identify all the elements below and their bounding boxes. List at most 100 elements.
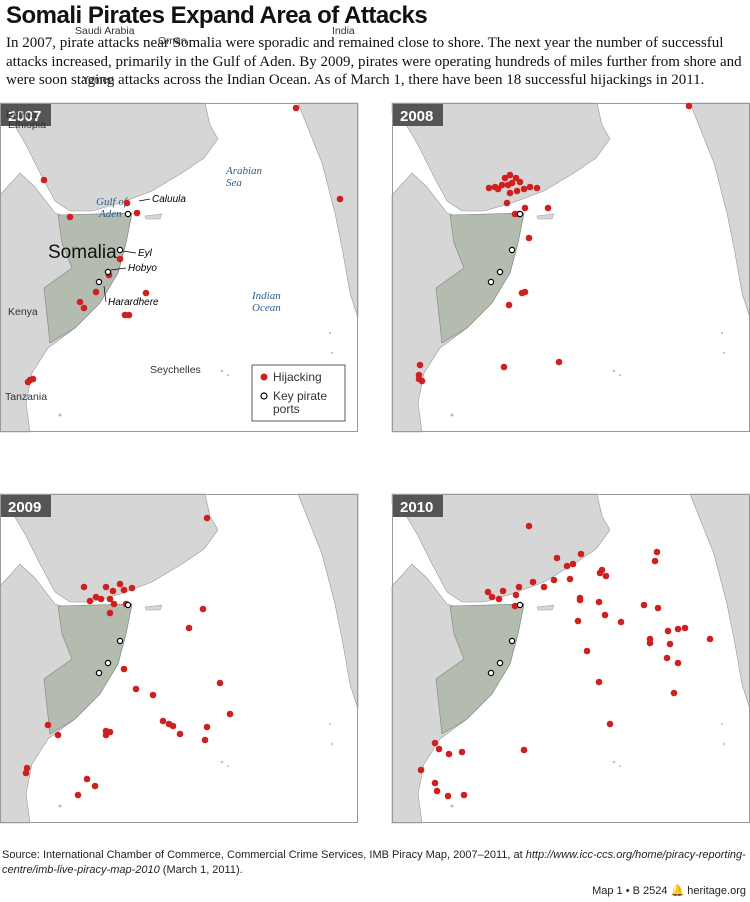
hijacking-dot bbox=[92, 288, 100, 296]
year-badge bbox=[1, 104, 51, 126]
year-label: 2010 bbox=[400, 499, 433, 516]
hijacking-dot bbox=[23, 764, 31, 772]
hijacking-dot bbox=[512, 174, 520, 182]
hijacking-dot bbox=[91, 782, 99, 790]
hijacking-dot bbox=[199, 605, 207, 613]
port-marker bbox=[487, 278, 495, 286]
year-badge bbox=[1, 495, 51, 517]
hijacking-dot bbox=[651, 557, 659, 565]
hijacking-dot bbox=[576, 594, 584, 602]
source-text: International Chamber of Commerce, Comme… bbox=[42, 849, 523, 861]
port-marker bbox=[516, 601, 524, 609]
sea-label: Indian bbox=[251, 290, 281, 302]
hijacking-dot bbox=[203, 723, 211, 731]
hijacking-dot bbox=[485, 184, 493, 192]
hijacking-dot bbox=[110, 600, 118, 608]
hijacking-dot bbox=[336, 195, 344, 203]
hijacking-dot bbox=[646, 639, 654, 647]
hijacking-dot bbox=[29, 375, 37, 383]
port-marker bbox=[104, 268, 112, 276]
hijacking-dot bbox=[498, 181, 506, 189]
year-label: 2007 bbox=[8, 108, 41, 125]
source: Source: International Chamber of Commerc… bbox=[2, 848, 747, 878]
place-label: Oman bbox=[158, 35, 187, 47]
port-marker bbox=[95, 278, 103, 286]
hijacking-dot bbox=[520, 746, 528, 754]
sea-label: Ocean bbox=[252, 302, 281, 314]
legend-ports: ports bbox=[273, 402, 300, 416]
hijacking-dot bbox=[653, 548, 661, 556]
title: Somali Pirates Expand Area of Attacks bbox=[6, 2, 428, 29]
hijacking-dot bbox=[431, 779, 439, 787]
hijacking-dot bbox=[216, 679, 224, 687]
port-label: Eyl bbox=[138, 248, 153, 259]
hijacking-dot bbox=[563, 562, 571, 570]
hijacking-dot bbox=[415, 375, 423, 383]
hijacking-dot bbox=[521, 204, 529, 212]
hijacking-dot bbox=[132, 685, 140, 693]
port-marker bbox=[116, 246, 124, 254]
place-label: Kenya bbox=[8, 306, 38, 318]
hijacking-dot bbox=[533, 184, 541, 192]
hijacking-dot bbox=[505, 301, 513, 309]
hijacking-dot bbox=[106, 595, 114, 603]
place-label: Tanzania bbox=[5, 391, 47, 403]
maps: Hijacking Key pirate ports 2007 2008 2009 2… bbox=[0, 25, 750, 824]
hijacking-dot bbox=[513, 187, 521, 195]
hijacking-dot bbox=[488, 593, 496, 601]
hijacking-dot bbox=[142, 289, 150, 297]
place-label: Ethiopia bbox=[8, 119, 46, 131]
port-pointer bbox=[103, 285, 107, 303]
hijacking-dot bbox=[169, 722, 177, 730]
hijacking-dot bbox=[22, 769, 30, 777]
port-marker bbox=[487, 669, 495, 677]
hijacking-dot bbox=[670, 689, 678, 697]
hijacking-dot bbox=[80, 304, 88, 312]
hijacking-dot bbox=[460, 791, 468, 799]
hijacking-dot bbox=[525, 522, 533, 530]
hijacking-dot bbox=[553, 554, 561, 562]
hijacking-dot bbox=[544, 204, 552, 212]
hijacking-dot bbox=[97, 595, 105, 603]
port-marker bbox=[116, 637, 124, 645]
port-marker bbox=[124, 210, 132, 218]
hijacking-dot bbox=[109, 587, 117, 595]
hijacking-dot bbox=[185, 624, 193, 632]
sea-label: Gulf of bbox=[96, 196, 129, 208]
hijacking-dot bbox=[149, 691, 157, 699]
map-id: Map 1 • B 2524 bbox=[592, 885, 668, 897]
hijacking-dot bbox=[501, 174, 509, 182]
year-badge bbox=[393, 104, 443, 126]
hijacking-dot bbox=[125, 311, 133, 319]
hijacking-dot bbox=[520, 185, 528, 193]
site: heritage.org bbox=[687, 885, 746, 897]
hijacking-dot bbox=[601, 611, 609, 619]
hijacking-dot bbox=[706, 635, 714, 643]
hijacking-dot bbox=[583, 647, 591, 655]
port-label: Hobyo bbox=[128, 263, 157, 274]
hijacking-dot bbox=[577, 550, 585, 558]
sea-label: Sea bbox=[226, 177, 242, 189]
hijacking-dot bbox=[416, 361, 424, 369]
hijacking-dot bbox=[106, 728, 114, 736]
hijacking-dot bbox=[445, 750, 453, 758]
place-label: Saudi Arabia bbox=[75, 25, 135, 37]
hijacking-dot bbox=[664, 627, 672, 635]
source-label: Source: bbox=[2, 849, 40, 861]
hijacking-dot bbox=[495, 595, 503, 603]
hijacking-dot bbox=[133, 209, 141, 217]
hijacking-dot bbox=[595, 678, 603, 686]
hijacking-dot bbox=[494, 185, 502, 193]
hijacking-dot bbox=[555, 358, 563, 366]
hijacking-dot bbox=[681, 624, 689, 632]
port-label: Harardhere bbox=[108, 297, 159, 308]
hijacking-dot bbox=[431, 739, 439, 747]
port-marker bbox=[508, 637, 516, 645]
port-pointer bbox=[138, 198, 151, 202]
year-label: 2008 bbox=[400, 108, 433, 125]
hijacking-dot bbox=[201, 736, 209, 744]
hijacking-dot bbox=[226, 710, 234, 718]
hijacking-dot bbox=[506, 189, 514, 197]
hijacking-dot bbox=[606, 720, 614, 728]
